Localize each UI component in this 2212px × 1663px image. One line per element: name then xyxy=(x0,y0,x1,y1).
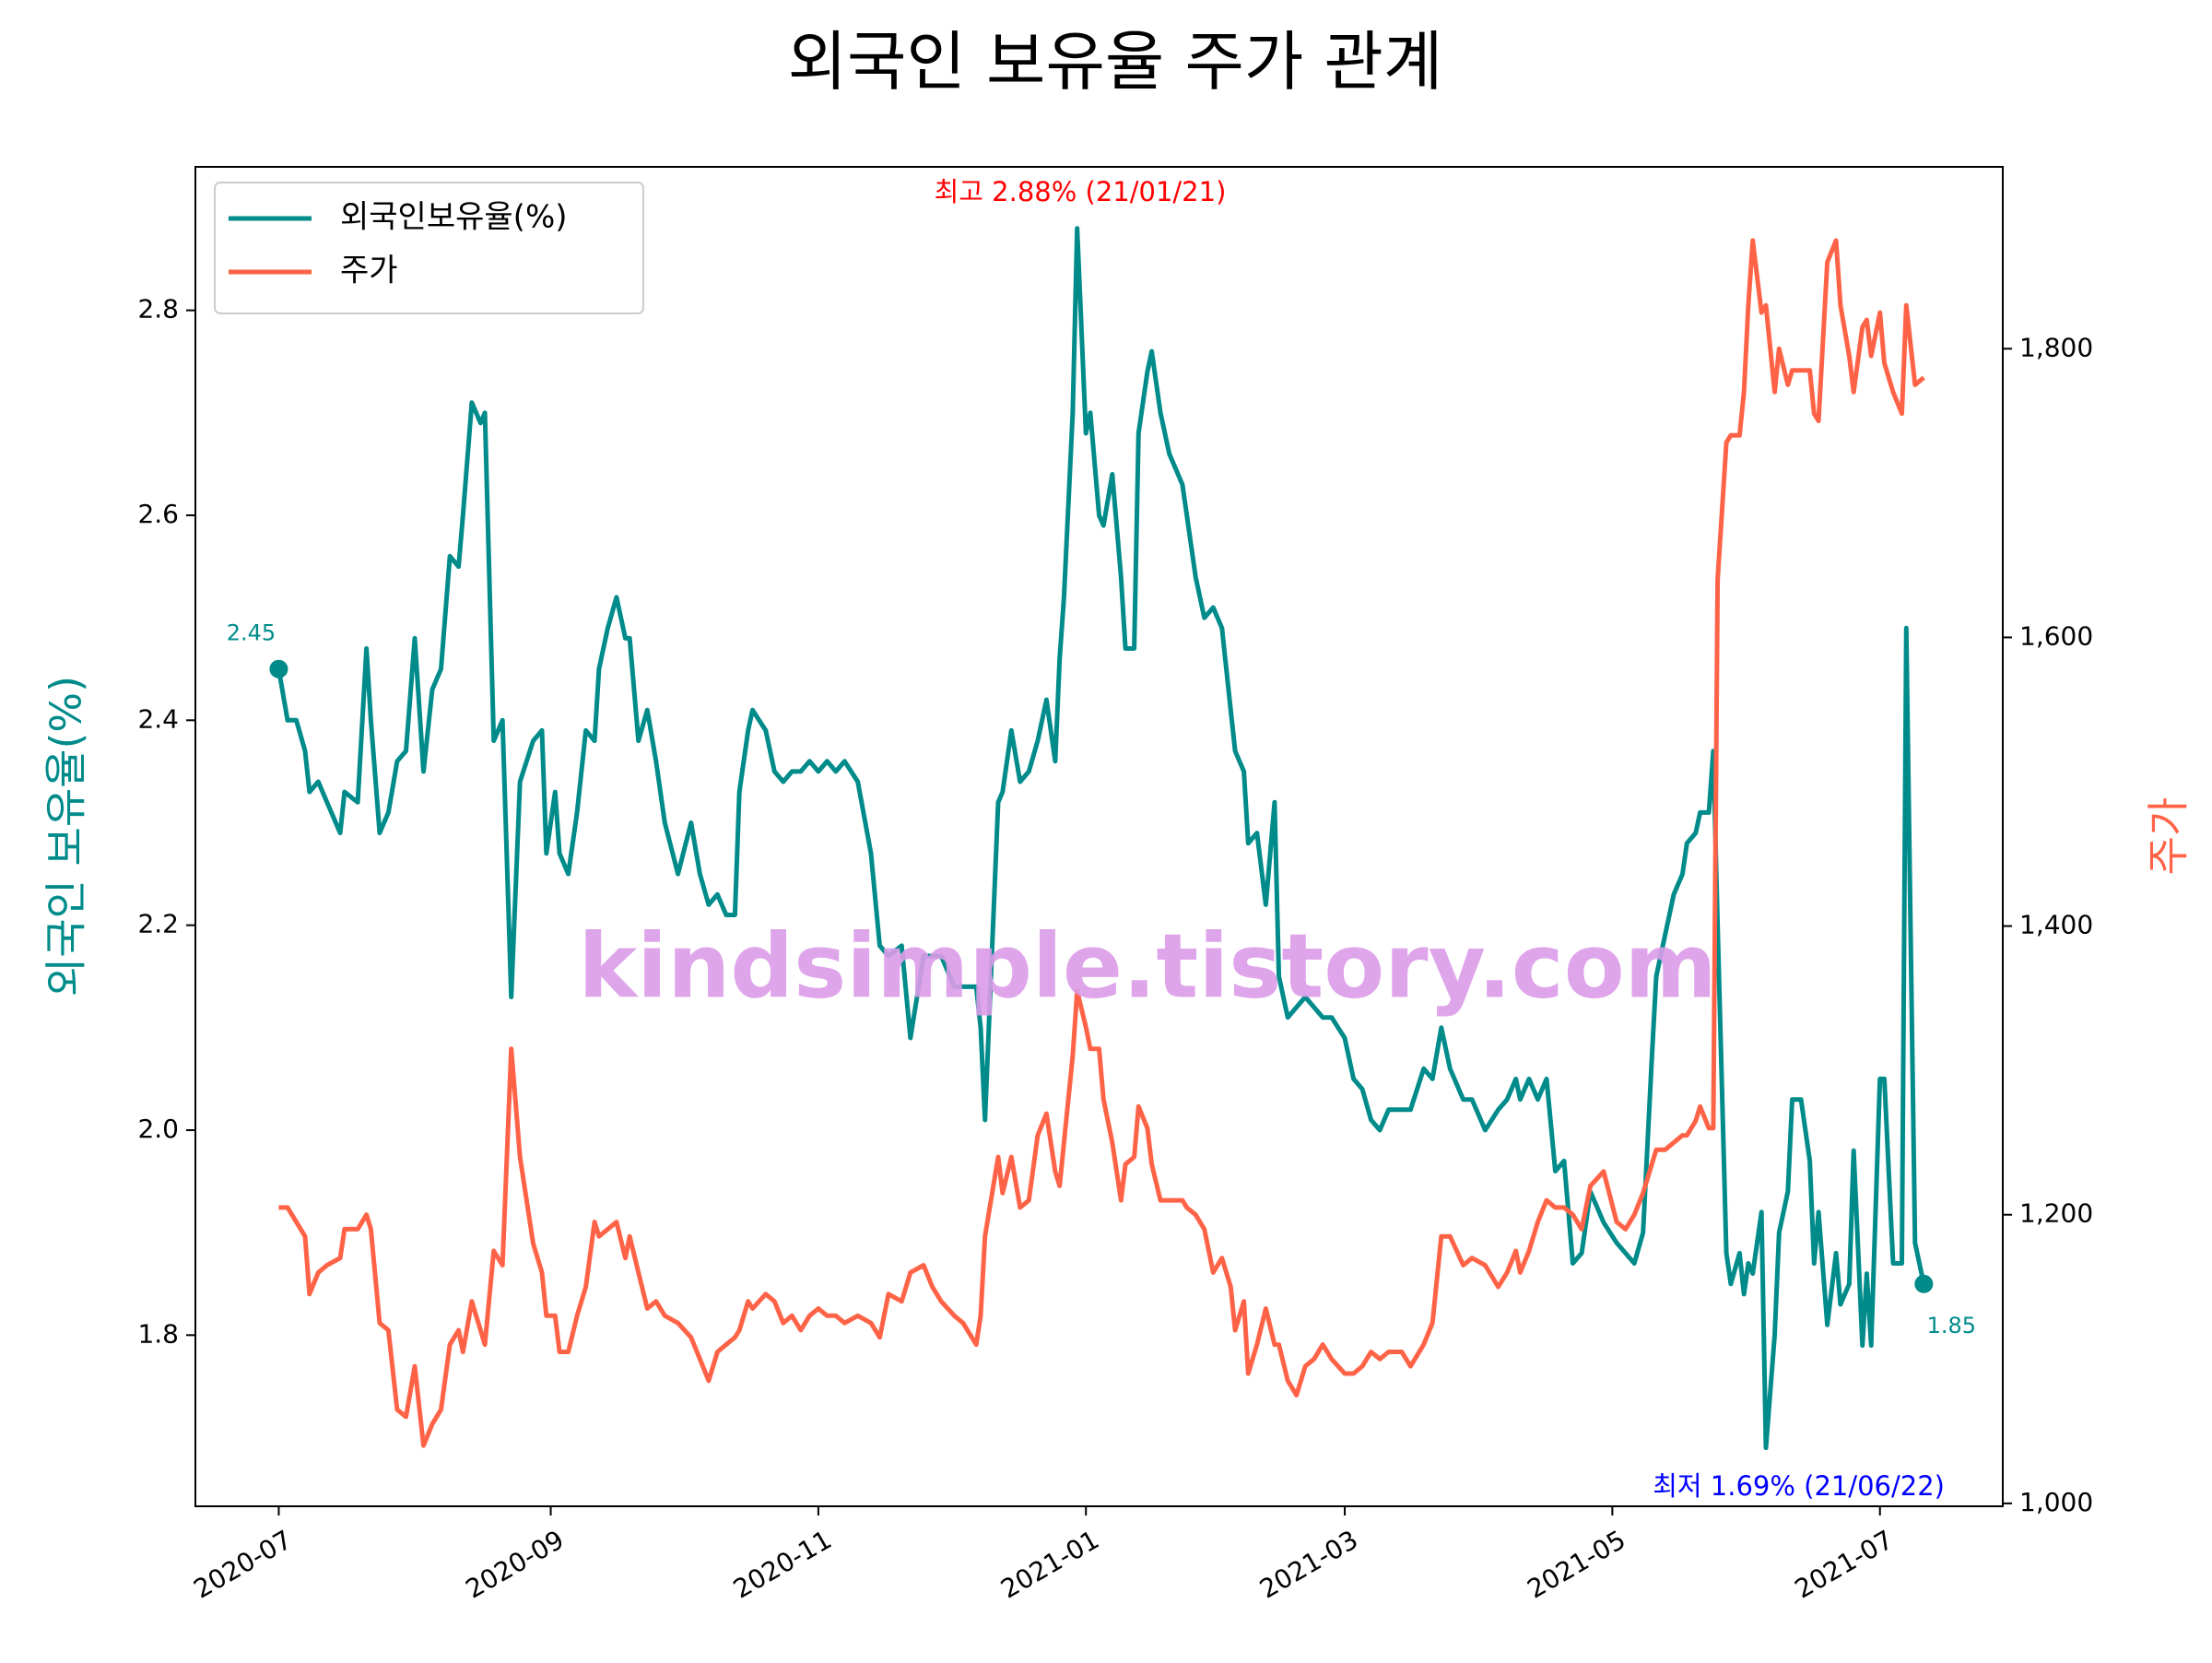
x-tick-label: 2021-05 xyxy=(1522,1524,1630,1604)
y2-tick-label: 1,400 xyxy=(2019,910,2093,940)
x-tick-label: 2021-01 xyxy=(995,1524,1104,1604)
y2-axis-label: 주가 xyxy=(2144,797,2194,876)
legend-label: 외국인보유율(%) xyxy=(340,199,568,236)
series-line xyxy=(276,226,1926,1451)
y2-tick-label: 1,200 xyxy=(2019,1198,2093,1229)
annotation: 1.85 xyxy=(1927,1313,1976,1339)
plot-frame xyxy=(194,166,2004,1507)
x-tick-label: 2020-07 xyxy=(189,1524,298,1604)
end-marker xyxy=(269,659,288,678)
y-tick-label: 2.4 xyxy=(137,703,179,734)
series-line xyxy=(278,238,1925,1448)
x-tick-label: 2021-07 xyxy=(1790,1524,1899,1604)
watermark: kindsimple.tistory.com xyxy=(578,914,1716,1018)
y-tick-label: 2.0 xyxy=(137,1114,179,1144)
x-tick-label: 2020-11 xyxy=(728,1524,837,1604)
annotation: 최고 2.88% (21/01/21) xyxy=(935,176,1227,207)
x-tick-label: 2021-03 xyxy=(1254,1524,1363,1604)
y2-tick-label: 1,000 xyxy=(2019,1487,2093,1517)
y2-tick-label: 1,600 xyxy=(2019,620,2093,651)
chart-title: 외국인 보유율 주가 관계 xyxy=(788,24,1443,100)
y-tick-label: 1.8 xyxy=(137,1318,179,1349)
annotation: 최저 1.69% (21/06/22) xyxy=(1653,1470,1945,1502)
x-tick-label: 2020-09 xyxy=(461,1524,570,1604)
y-tick-label: 2.6 xyxy=(137,499,179,529)
y-axis-label: 외국인 보유율(%) xyxy=(41,676,91,997)
legend-frame xyxy=(214,182,644,314)
end-marker xyxy=(1914,1274,1934,1293)
y2-tick-label: 1,800 xyxy=(2019,332,2093,362)
y-tick-label: 2.8 xyxy=(137,294,179,324)
annotation: 2.45 xyxy=(227,620,276,646)
y-tick-label: 2.2 xyxy=(137,909,179,939)
legend-label: 주가 xyxy=(340,253,398,289)
